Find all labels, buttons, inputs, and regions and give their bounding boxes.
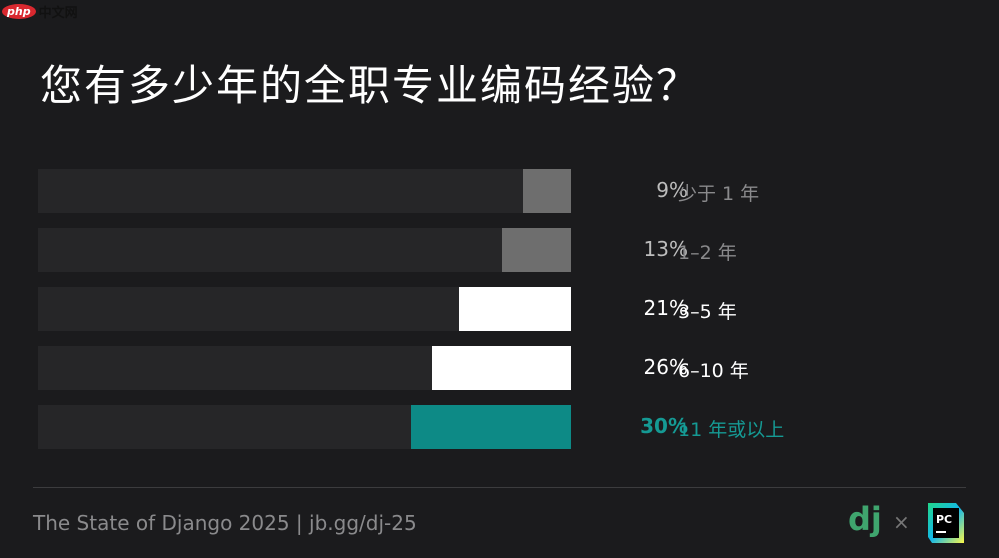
category-label: 11 年或以上: [678, 419, 785, 441]
category-label: 6–10 年: [678, 360, 749, 382]
bar-track: [38, 169, 571, 213]
category-label: 少于 1 年: [678, 183, 760, 205]
value-label: 26%: [643, 355, 688, 379]
watermark-logo: php: [2, 4, 36, 19]
times-icon: ×: [893, 510, 910, 534]
bar-row: 26% 6–10 年: [38, 346, 838, 390]
chart-title: 您有多少年的全职专业编码经验？: [40, 61, 701, 110]
bar: [459, 287, 571, 331]
category-label: 1–2 年: [678, 242, 737, 264]
bar-row: 21% 3–5 年: [38, 287, 838, 331]
category-label: 3–5 年: [678, 301, 737, 323]
value-label: 21%: [643, 296, 688, 320]
bar: [411, 405, 571, 449]
bar-row: 13% 1–2 年: [38, 228, 838, 272]
watermark: php 中文网: [2, 2, 78, 21]
watermark-text: 中文网: [38, 6, 78, 21]
bar-row: 30% 11 年或以上: [38, 405, 838, 449]
bar: [523, 169, 571, 213]
bar: [432, 346, 571, 390]
value-label: 9%: [656, 178, 688, 202]
bar-track: [38, 228, 571, 272]
footer-text: The State of Django 2025 | jb.gg/dj-25: [33, 511, 417, 535]
django-logo: dj: [848, 500, 882, 538]
pycharm-logo: PC: [928, 503, 964, 543]
divider: [33, 487, 966, 488]
value-label: 30%: [640, 414, 688, 438]
value-label: 13%: [643, 237, 688, 261]
svg-text:PC: PC: [936, 513, 952, 526]
bar: [501, 228, 571, 272]
bar-row: 9% 少于 1 年: [38, 169, 838, 213]
